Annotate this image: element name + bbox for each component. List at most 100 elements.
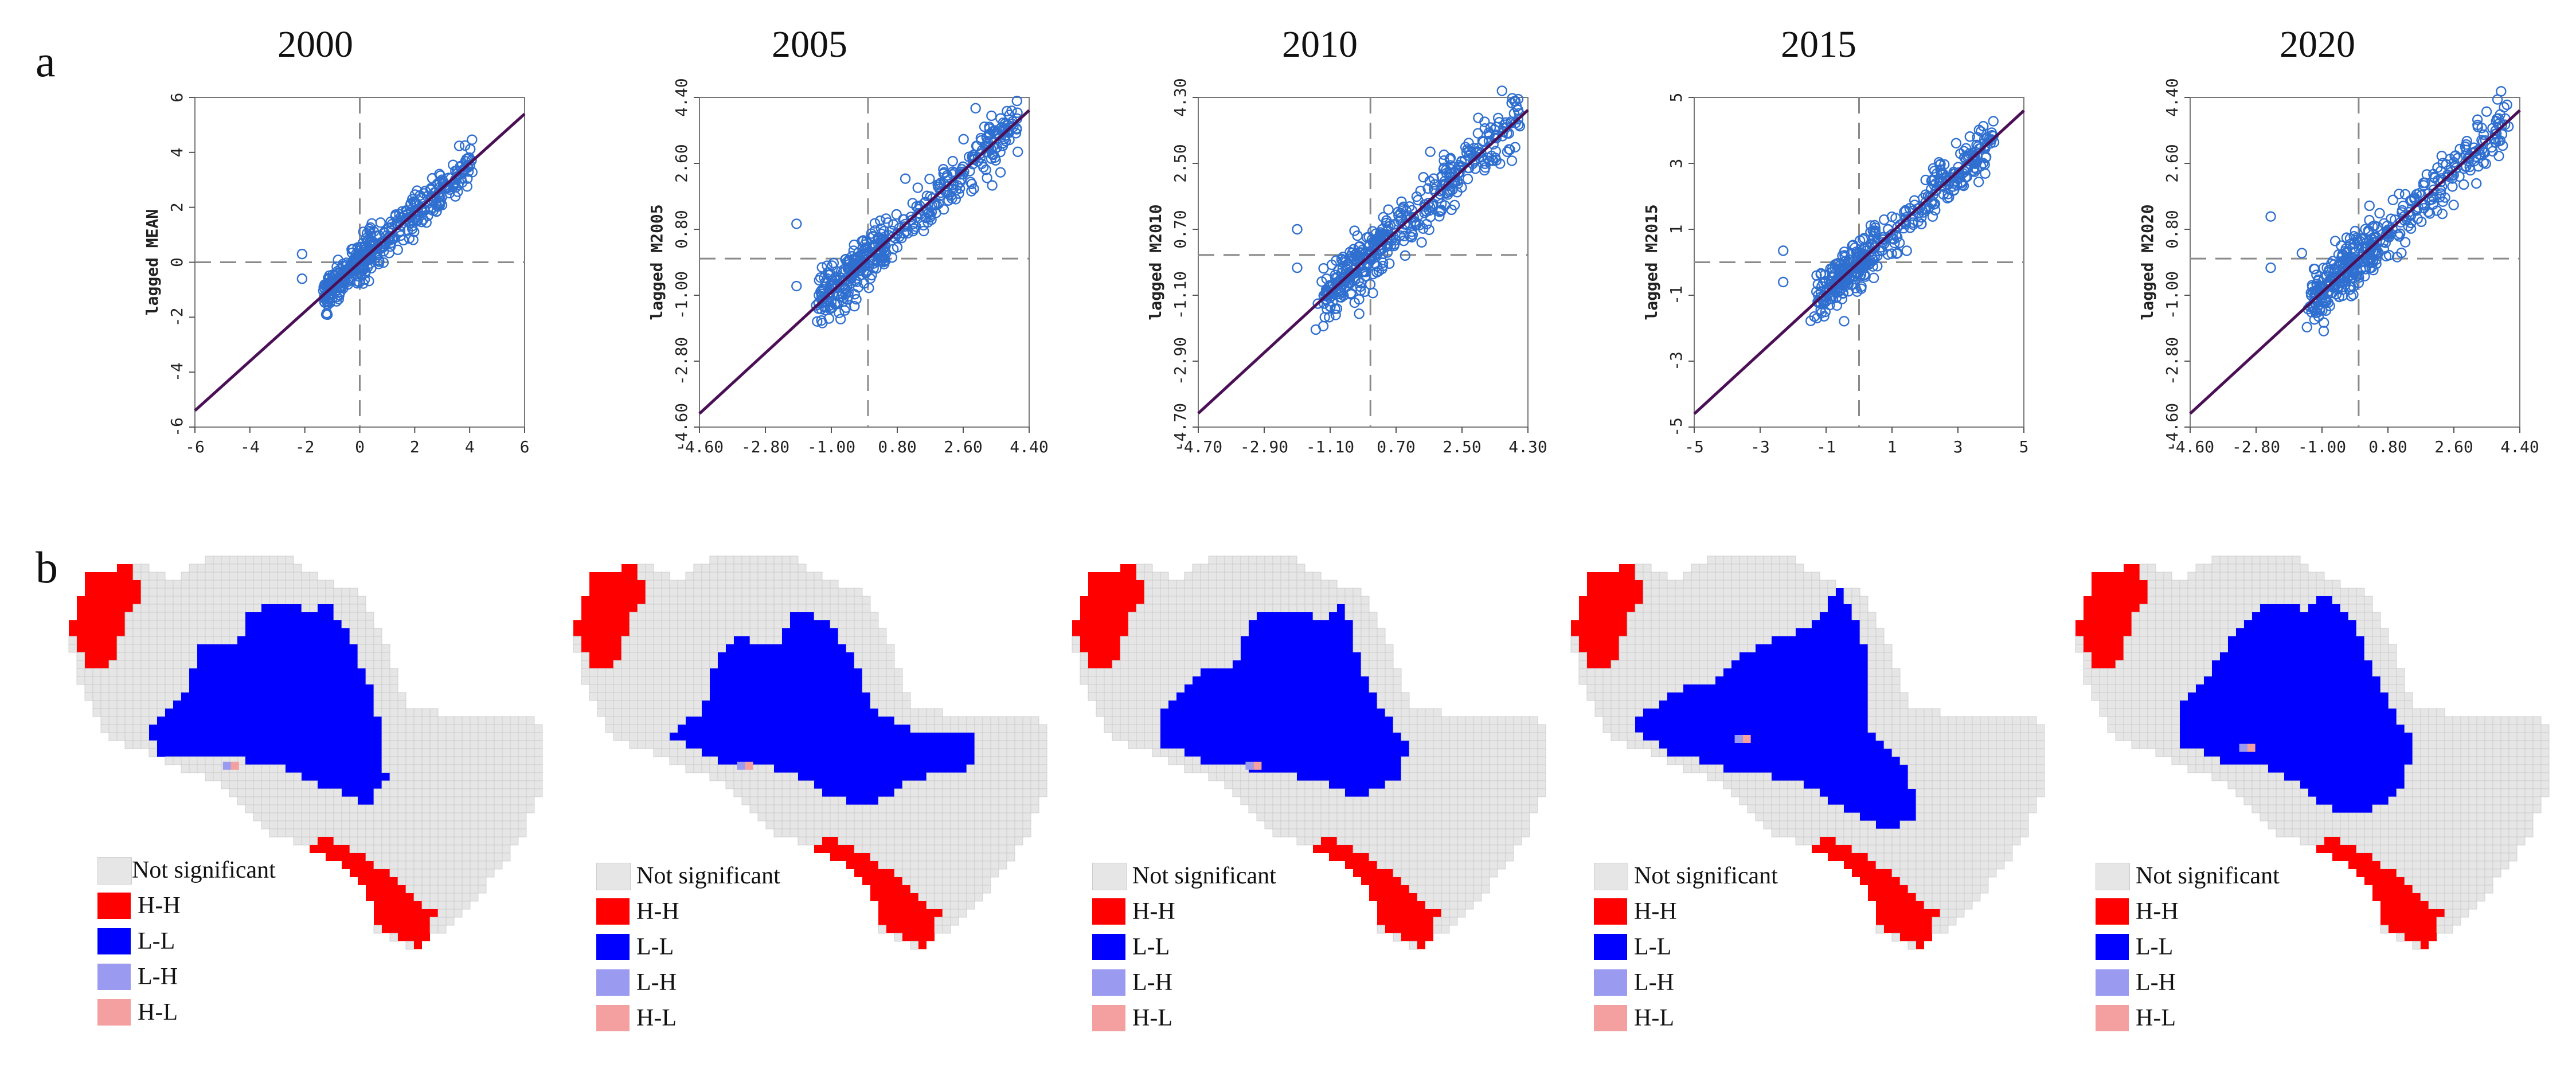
map-cell-ll bbox=[366, 757, 374, 765]
scatter-point bbox=[2406, 195, 2417, 206]
map-cell-ns bbox=[1006, 764, 1015, 773]
map-cell-ns bbox=[701, 644, 710, 653]
map-cell-ns bbox=[181, 596, 190, 605]
map-cell-ll bbox=[157, 725, 165, 733]
map-cell-ll bbox=[269, 668, 277, 676]
map-cell-ns bbox=[108, 668, 118, 677]
map-cell-ns bbox=[229, 636, 238, 645]
scatter-point bbox=[390, 211, 401, 222]
map-cell-ns bbox=[173, 604, 182, 613]
map-cell-ll bbox=[750, 717, 758, 725]
map-cell-ns bbox=[454, 860, 463, 870]
scatter-point bbox=[2360, 224, 2371, 234]
map-cell-ns bbox=[709, 596, 718, 605]
map-cell-ll bbox=[830, 717, 838, 725]
map-cell-ns bbox=[237, 796, 246, 805]
map-cell-ns bbox=[773, 788, 783, 797]
map-cell-ns bbox=[494, 732, 503, 741]
map-cell-ll bbox=[838, 773, 846, 781]
map-cell-ns bbox=[685, 692, 694, 701]
map-cell-ns bbox=[349, 628, 358, 637]
map-cell-ns bbox=[645, 652, 654, 661]
x-tick-label: 2 bbox=[410, 437, 420, 456]
map-cell-ll bbox=[286, 644, 294, 652]
x-tick-label: 0.70 bbox=[1377, 437, 1415, 456]
map-cell-hh bbox=[366, 869, 374, 877]
map-cell-ns bbox=[709, 555, 718, 565]
map-cell-ns bbox=[629, 716, 638, 725]
map-cell-ns bbox=[205, 572, 214, 581]
map-cell-ns bbox=[918, 708, 927, 717]
map-cell-ns bbox=[709, 652, 718, 661]
map-cell-ns bbox=[429, 748, 439, 757]
map-cell-ll bbox=[366, 741, 374, 749]
y-axis-label: lagged M2020 bbox=[2138, 204, 2157, 320]
map-cell-ll bbox=[205, 644, 213, 652]
map-cell-ns bbox=[894, 716, 903, 725]
map-cell-hh bbox=[93, 644, 101, 652]
map-cell-ns bbox=[389, 708, 398, 717]
map-cell-ns bbox=[124, 716, 134, 725]
map-cell-ll bbox=[878, 765, 886, 773]
map-cell-ll bbox=[702, 749, 710, 757]
map-cell-ns bbox=[1038, 740, 1047, 749]
map-cell-ll bbox=[229, 684, 237, 692]
map-cell-ll bbox=[806, 773, 814, 781]
scatter-point bbox=[1383, 204, 1394, 215]
scatter-point bbox=[1371, 235, 1382, 246]
map-cell-ns bbox=[765, 604, 775, 613]
map-cell-ll bbox=[342, 636, 350, 644]
map-cell-ns bbox=[397, 796, 406, 805]
map-cell-ll bbox=[326, 765, 334, 773]
map-cell-hh bbox=[414, 901, 422, 909]
map-cell-ns bbox=[237, 572, 246, 581]
scatter-point bbox=[1479, 116, 1490, 127]
map-cell-ll bbox=[838, 668, 846, 676]
map-cell-ll bbox=[366, 701, 374, 709]
scatter-point bbox=[1846, 279, 1857, 290]
map-cell-ns bbox=[365, 836, 374, 846]
map-cell-ns bbox=[637, 604, 646, 613]
map-cell-ll bbox=[750, 749, 758, 757]
map-cell-ns bbox=[1022, 772, 1031, 781]
map-cell-ns bbox=[140, 676, 150, 685]
map-cell-ns bbox=[181, 588, 190, 597]
map-cell-ll bbox=[894, 781, 902, 789]
map-cell-ns bbox=[445, 796, 455, 805]
map-cell-ll bbox=[830, 781, 838, 789]
map-cell-ns bbox=[645, 676, 654, 685]
map-cell-ns bbox=[870, 660, 879, 669]
map-cell-ns bbox=[116, 660, 126, 669]
scatter-point bbox=[2356, 242, 2367, 254]
map-cell-ll bbox=[294, 668, 302, 676]
map-cell-ns bbox=[478, 812, 487, 821]
map-cell-ll bbox=[261, 660, 269, 668]
map-cell-ll bbox=[189, 692, 197, 701]
map-cell-ll bbox=[165, 717, 173, 725]
map-cell-ns bbox=[413, 836, 423, 846]
map-cell-ns bbox=[325, 828, 334, 838]
map-cell-ns bbox=[661, 700, 670, 709]
map-cell-ns bbox=[934, 772, 943, 781]
map-cell-ll bbox=[269, 628, 277, 636]
map-cell-ll bbox=[326, 644, 334, 652]
map-cell-ns bbox=[462, 812, 471, 821]
map-cell-ns bbox=[108, 732, 118, 741]
map-cell-ns bbox=[221, 636, 230, 645]
map-cell-hh bbox=[605, 580, 613, 588]
map-cell-ll bbox=[342, 652, 350, 660]
map-cell-ns bbox=[870, 668, 879, 677]
map-cell-ns bbox=[237, 555, 246, 565]
map-cell-ll bbox=[261, 741, 269, 749]
map-cell-ns bbox=[397, 716, 406, 725]
map-cell-ns bbox=[229, 588, 238, 597]
x-tick-label: 1 bbox=[1887, 437, 1897, 456]
map-cell-ll bbox=[350, 644, 358, 652]
map-cell-ns bbox=[349, 620, 358, 629]
map-cell-ns bbox=[470, 885, 479, 894]
map-cell-ns bbox=[741, 572, 750, 581]
map-cell-ns bbox=[693, 564, 702, 573]
map-cell-ns bbox=[486, 724, 495, 733]
map-cell-ns bbox=[669, 676, 678, 685]
map-cell-ll bbox=[229, 668, 237, 676]
